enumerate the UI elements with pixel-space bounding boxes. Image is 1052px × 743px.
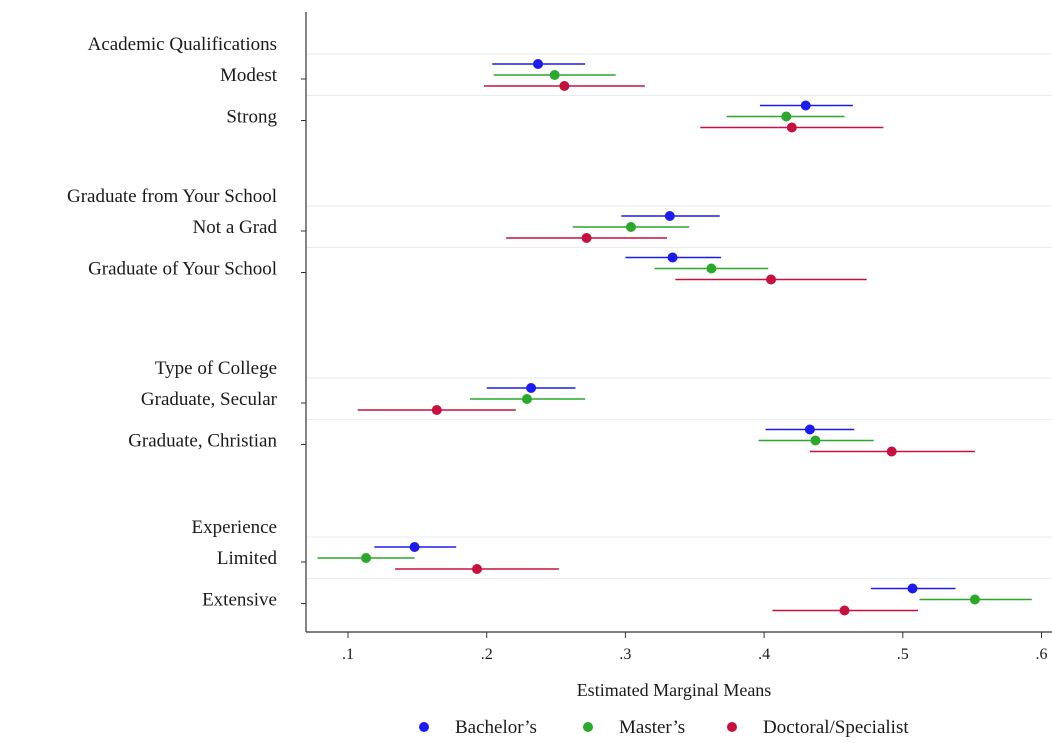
estimate-point — [907, 583, 918, 594]
estimate-point — [526, 383, 537, 393]
estimate-point — [559, 81, 570, 91]
estimate-point — [664, 211, 675, 221]
level-label: Modest — [220, 65, 278, 86]
estimate-point — [804, 424, 815, 435]
x-tick-label: .3 — [619, 646, 631, 663]
plot-marks — [317, 59, 1032, 616]
legend-marker — [419, 722, 429, 732]
level-label: Extensive — [202, 590, 277, 611]
estimate-point — [800, 100, 811, 111]
x-tick-label: .1 — [342, 646, 354, 663]
group-label: Type of College — [155, 358, 277, 379]
estimate-point — [361, 553, 372, 563]
estimate-point — [786, 122, 797, 133]
estimate-point — [706, 263, 717, 274]
estimate-point — [766, 274, 777, 285]
estimate-point — [810, 435, 821, 446]
level-label: Strong — [226, 107, 277, 128]
legend-label: Doctoral/Specialist — [763, 717, 909, 738]
estimate-point — [667, 252, 678, 263]
group-label: Academic Qualifications — [88, 34, 277, 55]
x-tick-label: .6 — [1036, 646, 1048, 663]
estimate-point — [471, 564, 482, 574]
estimate-point — [409, 542, 420, 552]
estimate-point — [625, 222, 636, 232]
estimate-point — [533, 59, 544, 69]
estimate-point — [781, 111, 792, 122]
level-label: Graduate of Your School — [88, 259, 277, 280]
axes — [305, 12, 1052, 633]
estimate-point — [549, 70, 560, 80]
level-label: Not a Grad — [193, 217, 278, 238]
x-tick-label: .4 — [758, 646, 770, 663]
x-tick-label: .2 — [481, 646, 493, 663]
legend-marker — [727, 722, 737, 732]
estimate-point — [521, 394, 532, 404]
legend-label: Master’s — [619, 717, 685, 738]
estimate-point — [969, 594, 980, 605]
estimate-point — [886, 446, 897, 457]
level-label: Limited — [217, 548, 278, 569]
legend: Bachelor’s Master’s Doctoral/Specialist — [419, 717, 909, 738]
x-ticks: .1 .2 .3 .4 .5 .6 — [301, 78, 1048, 663]
level-label: Graduate, Christian — [128, 431, 277, 452]
legend-label: Bachelor’s — [455, 717, 537, 738]
estimate-point — [839, 605, 850, 616]
level-label: Graduate, Secular — [141, 389, 278, 410]
group-label: Graduate from Your School — [67, 186, 277, 207]
y-category-labels: Academic Qualifications Modest Strong Gradu… — [67, 34, 278, 611]
estimate-point — [581, 233, 592, 243]
legend-marker — [583, 722, 593, 732]
x-tick-label: .5 — [897, 646, 909, 663]
grid-layer — [306, 53, 1052, 579]
group-label: Experience — [192, 517, 277, 538]
x-axis-title: Estimated Marginal Means — [577, 680, 772, 700]
estimate-point — [431, 405, 442, 415]
